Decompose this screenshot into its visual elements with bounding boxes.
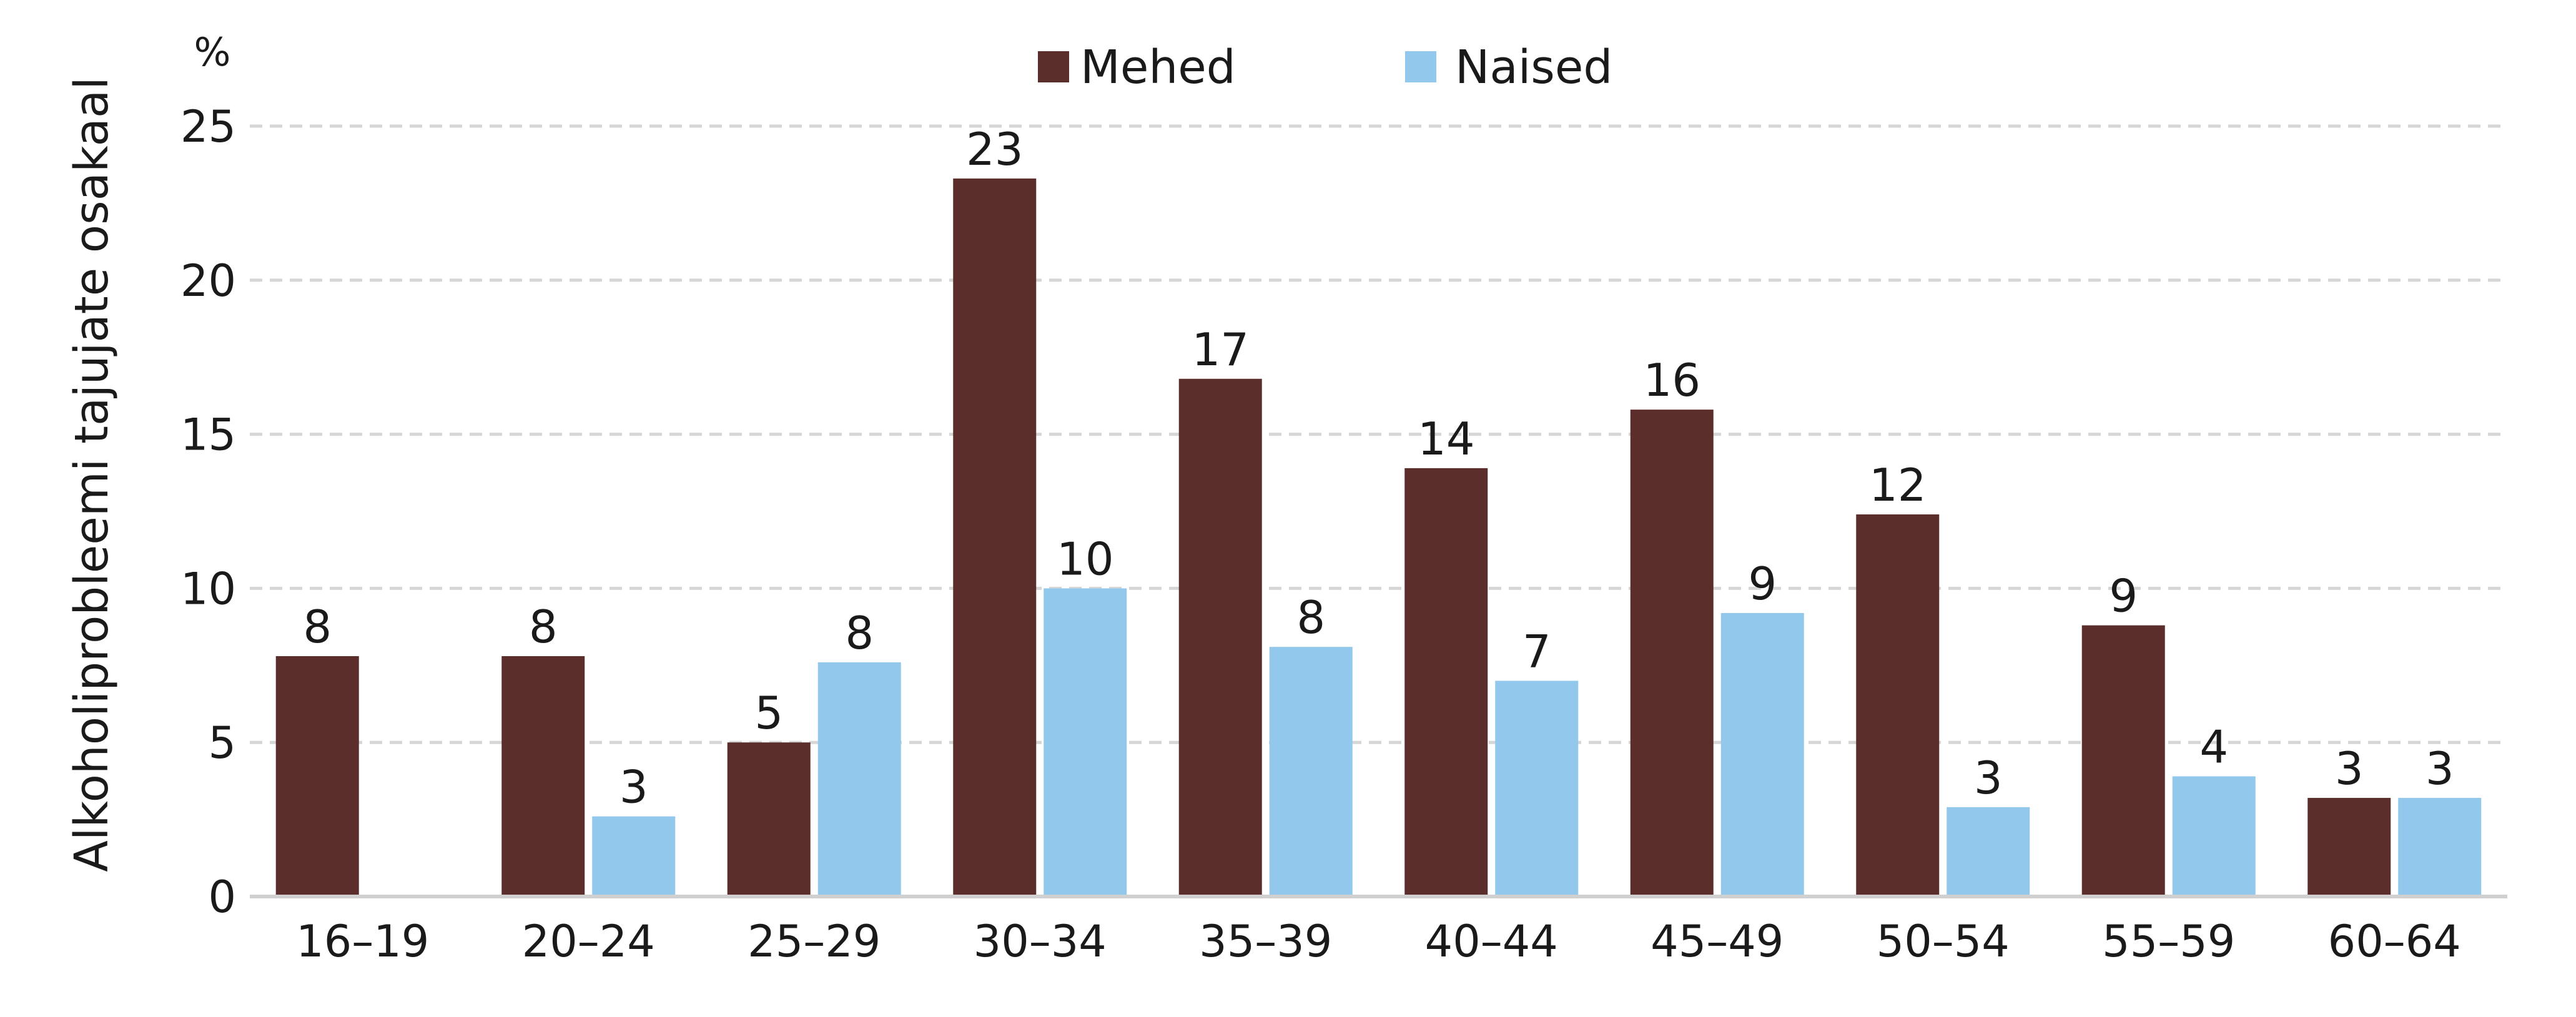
legend-swatch-naised <box>1405 51 1436 82</box>
y-tick-label: 10 <box>180 563 236 614</box>
y-axis-ticks: 0 5 10 15 20 25 <box>180 101 236 923</box>
data-label-naised-5: 8 <box>1296 591 1325 644</box>
bar-naised-5 <box>1269 647 1353 897</box>
bar-naised-3 <box>817 662 901 897</box>
bar-naised-7 <box>1720 612 1804 897</box>
bar-mehed-3 <box>727 742 811 897</box>
y-tick-label: 0 <box>208 872 236 923</box>
data-label-mehed-7: 16 <box>1643 354 1700 406</box>
legend-swatch-mehed <box>1038 51 1069 82</box>
x-tick-label: 50–54 <box>1877 916 2010 967</box>
data-label-mehed-1: 8 <box>303 601 332 653</box>
bar-naised-10 <box>2398 798 2482 897</box>
y-tick-label: 5 <box>208 717 236 769</box>
data-label-naised-6: 7 <box>1522 625 1551 677</box>
x-tick-label: 16–19 <box>296 916 429 967</box>
data-label-naised-2: 3 <box>619 761 648 813</box>
x-tick-label: 45–49 <box>1651 916 1784 967</box>
bar-naised-8 <box>1947 807 2030 897</box>
x-tick-label: 20–24 <box>522 916 655 967</box>
bar-mehed-10 <box>2307 798 2391 897</box>
data-label-naised-3: 8 <box>845 607 874 659</box>
y-tick-label: 20 <box>180 255 236 307</box>
x-tick-label: 25–29 <box>748 916 881 967</box>
data-label-mehed-3: 5 <box>754 687 783 739</box>
x-tick-label: 55–59 <box>2102 916 2235 967</box>
x-tick-label: 40–44 <box>1425 916 1558 967</box>
bar-mehed-5 <box>1178 378 1262 897</box>
bar-mehed-2 <box>501 656 585 897</box>
data-label-mehed-5: 17 <box>1192 323 1249 376</box>
bar-mehed-8 <box>1856 514 1940 897</box>
y-tick-label: 25 <box>180 101 236 152</box>
y-unit-label: % <box>194 29 231 75</box>
bar-mehed-6 <box>1404 468 1488 897</box>
legend-label-mehed: Mehed <box>1080 41 1236 94</box>
x-tick-label: 60–64 <box>2328 916 2461 967</box>
gridlines <box>250 124 2507 744</box>
data-label-mehed-4: 23 <box>966 123 1024 175</box>
data-labels: 8 8 3 5 8 23 10 17 8 14 7 16 9 12 3 9 4 3 3 <box>303 123 2454 813</box>
legend: Mehed Naised <box>1038 41 1612 94</box>
bars <box>275 178 2482 897</box>
data-label-naised-8: 3 <box>1974 752 2003 804</box>
y-tick-label: 15 <box>180 410 236 461</box>
x-axis-ticks: 16–19 20–24 25–29 30–34 35–39 40–44 45–49 50–54… <box>296 916 2461 967</box>
y-axis-title: Alkoholiprobleemi tajujate osakaal <box>65 77 119 872</box>
data-label-naised-10: 3 <box>2425 742 2454 795</box>
bar-mehed-4 <box>953 178 1037 897</box>
bar-mehed-9 <box>2081 625 2165 897</box>
data-label-naised-4: 10 <box>1057 533 1114 585</box>
x-tick-label: 30–34 <box>974 916 1107 967</box>
data-label-mehed-6: 14 <box>1418 413 1475 465</box>
data-label-mehed-10: 3 <box>2335 742 2364 795</box>
data-label-naised-9: 4 <box>2199 720 2228 773</box>
bar-naised-9 <box>2172 776 2256 897</box>
bar-mehed-1 <box>275 656 359 897</box>
bar-mehed-7 <box>1630 410 1714 897</box>
bar-naised-4 <box>1044 588 1127 897</box>
data-label-mehed-9: 9 <box>2109 570 2138 622</box>
bar-naised-6 <box>1495 680 1579 897</box>
bar-naised-2 <box>592 816 676 897</box>
data-label-naised-7: 9 <box>1748 558 1777 610</box>
data-label-mehed-2: 8 <box>529 601 558 653</box>
x-tick-label: 35–39 <box>1199 916 1332 967</box>
legend-label-naised: Naised <box>1455 41 1612 94</box>
data-label-mehed-8: 12 <box>1869 459 1927 511</box>
